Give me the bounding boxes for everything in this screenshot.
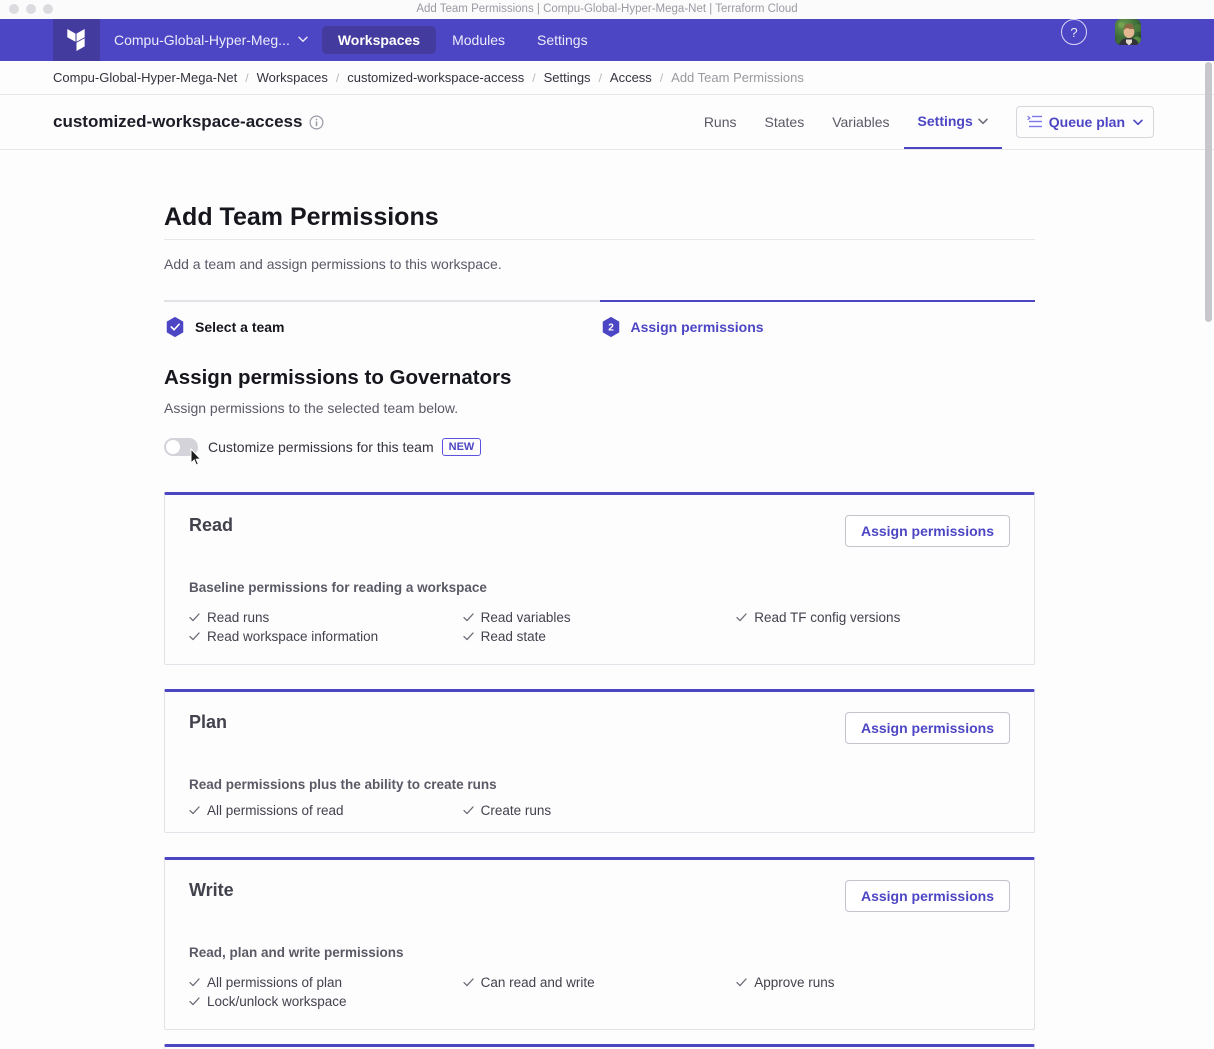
- svg-text:2: 2: [608, 323, 614, 334]
